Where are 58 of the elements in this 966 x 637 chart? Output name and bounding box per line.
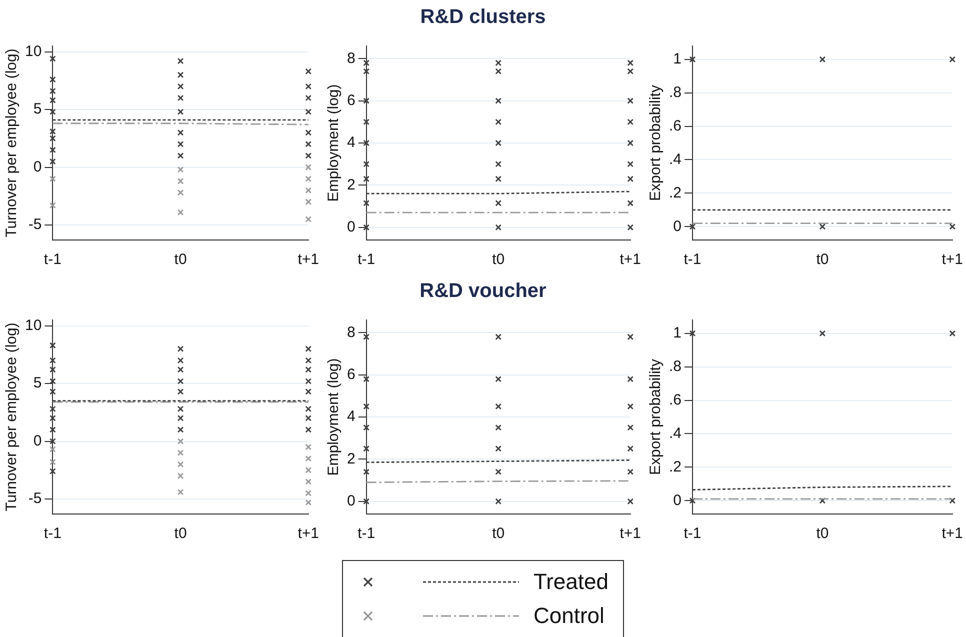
y-tick-label: 4 (347, 134, 356, 152)
y-tick-label: 0 (673, 218, 682, 235)
y-tick-label: 6 (347, 92, 356, 109)
y-axis-title: Turnover per employee (log) (3, 48, 20, 238)
y-axis-title: Employment (log) (325, 84, 342, 202)
x-tick-label: t+1 (298, 525, 320, 542)
y-tick-label: 6 (347, 366, 356, 383)
y-tick-label: 4 (347, 408, 356, 426)
y-tick-label: 2 (347, 450, 356, 468)
y-tick-label: 0 (347, 218, 356, 236)
x-tick-label: t0 (492, 525, 505, 542)
x-tick-label: t+1 (620, 251, 642, 268)
y-tick-label: .6 (668, 117, 682, 134)
y-tick-label: 8 (347, 50, 356, 67)
y-tick-label: 0 (33, 432, 42, 450)
y-axis-title: Employment (log) (325, 358, 342, 476)
chart-title: R&D voucher (418, 279, 548, 304)
x-tick-label: t+1 (942, 525, 964, 542)
y-tick-label: 5 (33, 100, 42, 118)
y-tick-label: 5 (33, 374, 42, 392)
y-tick-label: -5 (28, 490, 42, 508)
x-tick-label: t-1 (44, 525, 62, 542)
y-tick-label: 1 (673, 50, 682, 68)
x-tick-label: t0 (174, 251, 187, 268)
legend-label: Control (533, 603, 604, 629)
y-tick-label: 10 (24, 42, 42, 60)
x-tick-label: t-1 (684, 251, 702, 268)
x-tick-label: t0 (816, 525, 829, 542)
x-tick-label: t+1 (298, 251, 320, 268)
x-tick-label: t+1 (942, 251, 964, 268)
y-tick-label: .4 (668, 150, 682, 168)
y-tick-label: 10 (24, 316, 42, 334)
y-tick-label: .2 (668, 184, 682, 202)
y-tick-label: .8 (668, 84, 682, 101)
y-tick-label: 0 (347, 492, 356, 510)
x-tick-label: t0 (174, 525, 187, 542)
y-tick-label: 1 (673, 324, 682, 342)
y-tick-label: 2 (347, 176, 356, 194)
y-tick-label: 8 (347, 324, 356, 341)
y-tick-label: .6 (668, 391, 682, 408)
y-axis-title: Export probability (647, 358, 664, 475)
x-tick-label: t-1 (44, 251, 62, 268)
y-tick-label: 0 (33, 158, 42, 176)
x-tick-label: t-1 (358, 525, 376, 542)
y-tick-label: 0 (673, 492, 682, 509)
legend-label: Treated (533, 569, 608, 595)
y-tick-label: -5 (28, 216, 42, 234)
x-tick-label: t0 (492, 251, 505, 268)
x-tick-label: t-1 (358, 251, 376, 268)
y-tick-label: .2 (668, 458, 682, 476)
y-axis-title: Export probability (647, 84, 664, 201)
y-tick-label: .8 (668, 358, 682, 375)
chart-title: R&D clusters (419, 5, 547, 30)
y-tick-label: .4 (668, 424, 682, 442)
y-axis-title: Turnover per employee (log) (3, 322, 20, 512)
x-tick-label: t0 (816, 251, 829, 268)
x-tick-label: t+1 (620, 525, 642, 542)
x-tick-label: t-1 (684, 525, 702, 542)
